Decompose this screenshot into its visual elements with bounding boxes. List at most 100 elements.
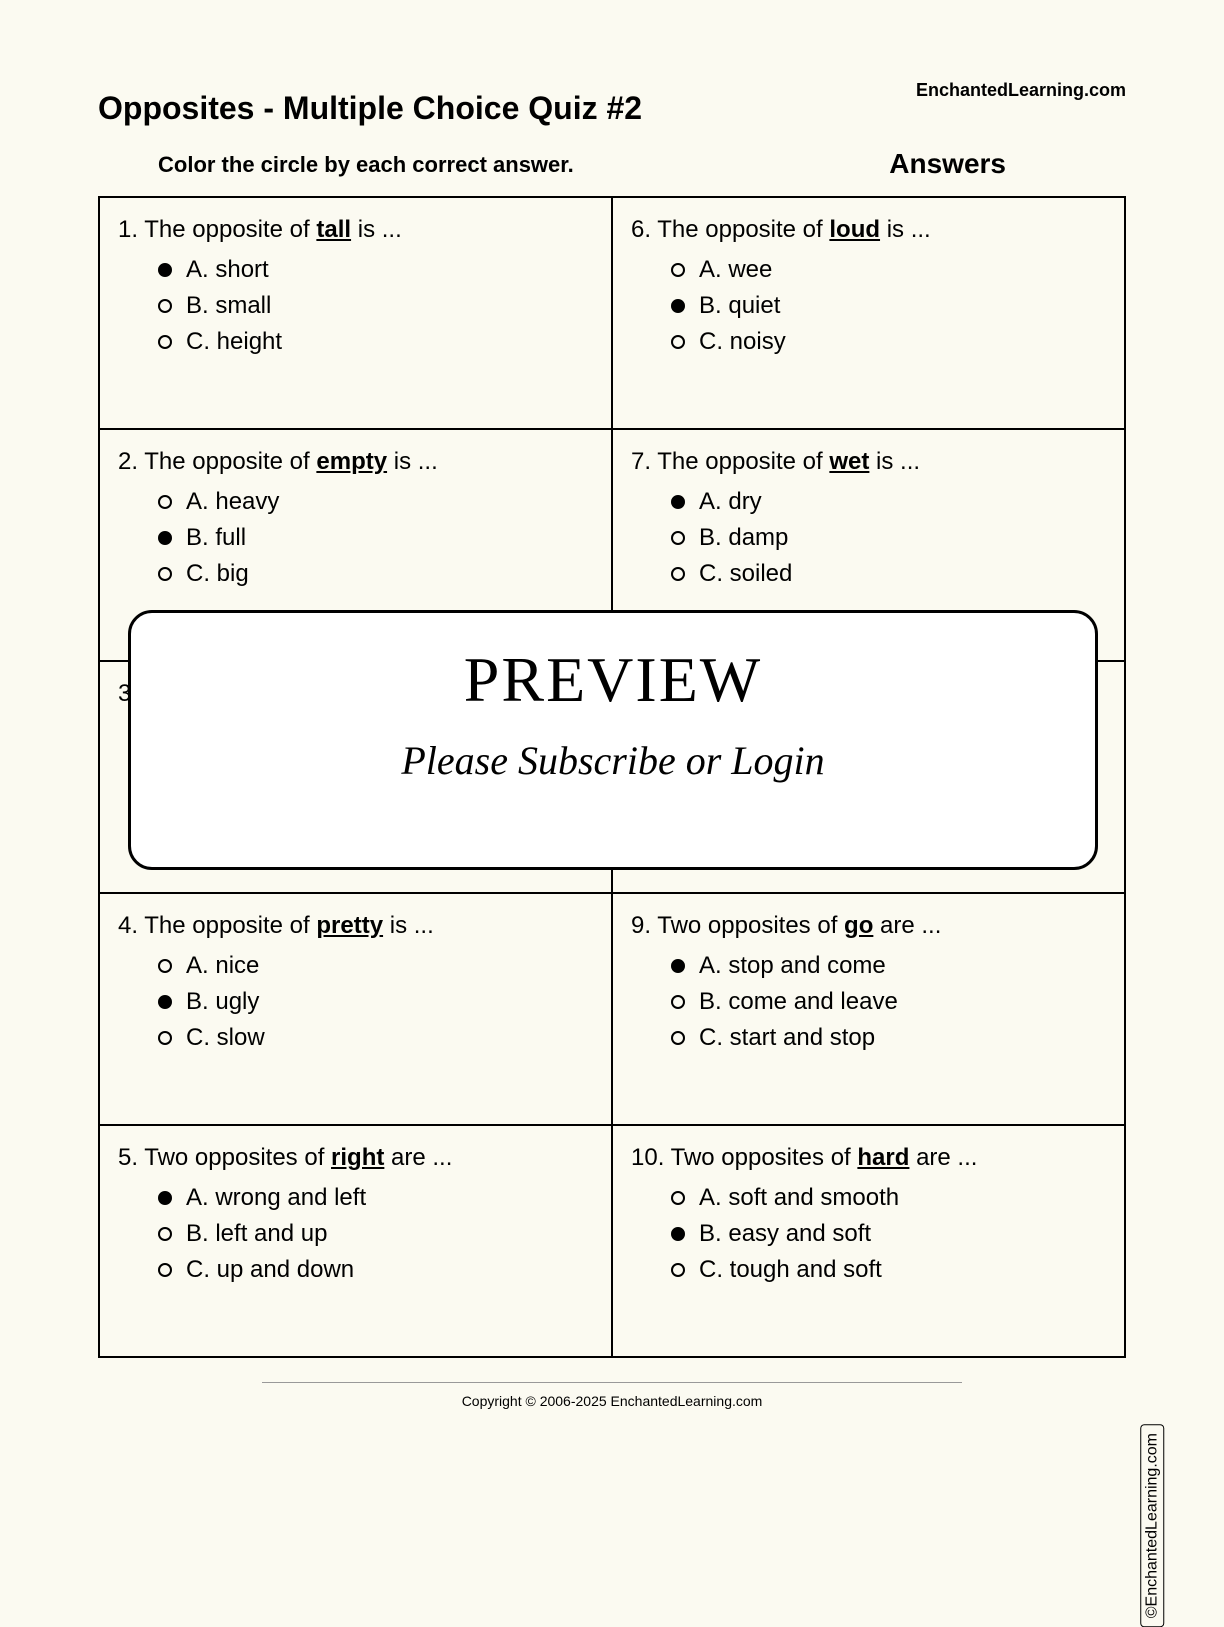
option-row: B. quiet: [671, 288, 1110, 324]
option-text: C. soiled: [699, 556, 792, 592]
answer-bullet[interactable]: [671, 1031, 685, 1045]
overlay-subtitle: Please Subscribe or Login: [131, 737, 1095, 784]
answer-bullet[interactable]: [671, 1191, 685, 1205]
option-row: C. up and down: [158, 1252, 597, 1288]
answer-bullet[interactable]: [671, 299, 685, 313]
question-stem: 6. The opposite of loud is ...: [631, 216, 1110, 244]
copyright-footer: Copyright © 2006-2025 EnchantedLearning.…: [262, 1382, 962, 1409]
question-prefix: Two opposites of: [144, 1144, 331, 1171]
question-cell: 4. The opposite of pretty is ...A. niceB…: [99, 893, 612, 1125]
option-row: A. stop and come: [671, 948, 1110, 984]
answer-bullet[interactable]: [158, 335, 172, 349]
answer-bullet[interactable]: [158, 263, 172, 277]
options-list: A. weeB. quietC. noisy: [671, 252, 1110, 360]
option-row: B. damp: [671, 520, 1110, 556]
question-stem: 1. The opposite of tall is ...: [118, 216, 597, 244]
option-row: B. left and up: [158, 1216, 597, 1252]
option-row: A. short: [158, 252, 597, 288]
answer-bullet[interactable]: [158, 959, 172, 973]
option-text: A. wee: [699, 252, 772, 288]
option-text: A. wrong and left: [186, 1180, 366, 1216]
question-keyword: tall: [316, 216, 351, 243]
options-list: A. niceB. uglyC. slow: [158, 948, 597, 1056]
option-text: B. damp: [699, 520, 788, 556]
question-prefix: Two opposites of: [671, 1144, 858, 1171]
side-credit: ©EnchantedLearning.com: [1140, 1424, 1164, 1627]
question-prefix: The opposite of: [144, 448, 316, 475]
question-cell: 9. Two opposites of go are ...A. stop an…: [612, 893, 1125, 1125]
answer-bullet[interactable]: [158, 1031, 172, 1045]
option-text: A. dry: [699, 484, 762, 520]
option-text: C. tough and soft: [699, 1252, 882, 1288]
options-list: A. heavyB. fullC. big: [158, 484, 597, 592]
overlay-title: PREVIEW: [131, 643, 1095, 717]
option-row: B. come and leave: [671, 984, 1110, 1020]
question-cell: 5. Two opposites of right are ... A. wron…: [99, 1125, 612, 1357]
option-row: C. slow: [158, 1020, 597, 1056]
option-row: B. easy and soft: [671, 1216, 1110, 1252]
answer-bullet[interactable]: [158, 531, 172, 545]
option-row: B. full: [158, 520, 597, 556]
options-list: A. dryB. dampC. soiled: [671, 484, 1110, 592]
question-suffix: is ...: [869, 448, 920, 475]
question-prefix: The opposite of: [144, 216, 316, 243]
question-keyword: pretty: [316, 912, 383, 939]
option-text: B. ugly: [186, 984, 259, 1020]
answer-bullet[interactable]: [671, 567, 685, 581]
option-row: C. noisy: [671, 324, 1110, 360]
answer-bullet[interactable]: [671, 531, 685, 545]
question-stem: 10. Two opposites of hard are ...: [631, 1144, 1110, 1172]
option-text: B. full: [186, 520, 246, 556]
question-keyword: empty: [316, 448, 387, 475]
instructions-text: Color the circle by each correct answer.: [158, 152, 574, 178]
question-stem: 5. Two opposites of right are ...: [118, 1144, 597, 1172]
answer-bullet[interactable]: [158, 1263, 172, 1277]
option-text: B. easy and soft: [699, 1216, 871, 1252]
answer-bullet[interactable]: [671, 1227, 685, 1241]
option-row: C. height: [158, 324, 597, 360]
question-prefix: The opposite of: [144, 912, 316, 939]
question-number: 1.: [118, 216, 144, 243]
question-stem: 7. The opposite of wet is ...: [631, 448, 1110, 476]
page-title: Opposites - Multiple Choice Quiz #2: [98, 90, 642, 127]
answer-bullet[interactable]: [671, 335, 685, 349]
question-suffix: are ...: [873, 912, 941, 939]
question-suffix: is ...: [383, 912, 434, 939]
answer-bullet[interactable]: [158, 995, 172, 1009]
option-text: B. left and up: [186, 1216, 327, 1252]
option-row: C. tough and soft: [671, 1252, 1110, 1288]
answer-bullet[interactable]: [158, 1227, 172, 1241]
question-number: 2.: [118, 448, 144, 475]
question-number: 9.: [631, 912, 657, 939]
answer-bullet[interactable]: [158, 299, 172, 313]
option-text: C. up and down: [186, 1252, 354, 1288]
question-cell: 6. The opposite of loud is ... A. weeB. q…: [612, 197, 1125, 429]
answer-bullet[interactable]: [671, 959, 685, 973]
option-row: B. small: [158, 288, 597, 324]
question-number: 6.: [631, 216, 657, 243]
question-suffix: are ...: [384, 1144, 452, 1171]
question-suffix: is ...: [387, 448, 438, 475]
option-text: B. come and leave: [699, 984, 898, 1020]
answer-bullet[interactable]: [671, 995, 685, 1009]
answer-bullet[interactable]: [671, 495, 685, 509]
question-prefix: The opposite of: [657, 448, 829, 475]
answer-bullet[interactable]: [158, 495, 172, 509]
question-keyword: right: [331, 1144, 384, 1171]
question-cell: 1. The opposite of tall is ... A. shortB.…: [99, 197, 612, 429]
option-row: B. ugly: [158, 984, 597, 1020]
answer-bullet[interactable]: [671, 263, 685, 277]
preview-overlay: PREVIEW Please Subscribe or Login: [128, 610, 1098, 870]
question-prefix: The opposite of: [657, 216, 829, 243]
option-row: A. wee: [671, 252, 1110, 288]
question-stem: 2. The opposite of empty is ...: [118, 448, 597, 476]
option-row: A. dry: [671, 484, 1110, 520]
option-text: A. soft and smooth: [699, 1180, 899, 1216]
question-prefix: Two opposites of: [657, 912, 844, 939]
answer-bullet[interactable]: [158, 1191, 172, 1205]
answer-bullet[interactable]: [158, 567, 172, 581]
option-text: B. quiet: [699, 288, 780, 324]
answer-bullet[interactable]: [671, 1263, 685, 1277]
option-text: C. slow: [186, 1020, 265, 1056]
options-list: A. wrong and leftB. left and upC. up and…: [158, 1180, 597, 1288]
